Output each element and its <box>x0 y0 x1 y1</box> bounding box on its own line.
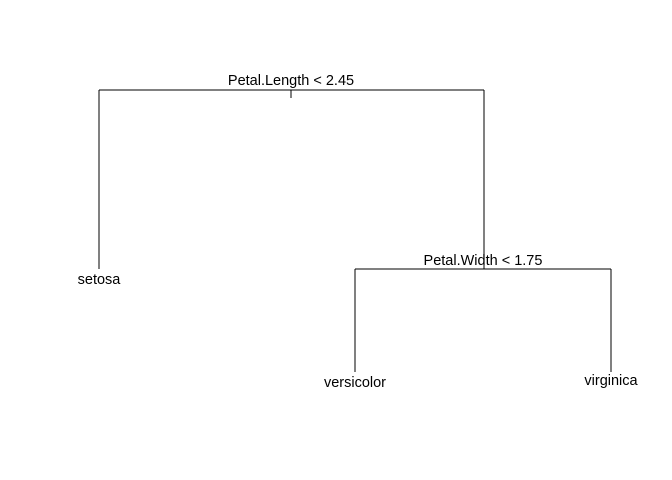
leaf-virginica-label: virginica <box>584 373 638 389</box>
root-split-label: Petal.Length < 2.45 <box>228 73 354 89</box>
leaf-versicolor-label: versicolor <box>324 375 386 391</box>
second-split-label: Petal.Width < 1.75 <box>424 253 543 269</box>
leaf-setosa-label: setosa <box>78 272 122 288</box>
